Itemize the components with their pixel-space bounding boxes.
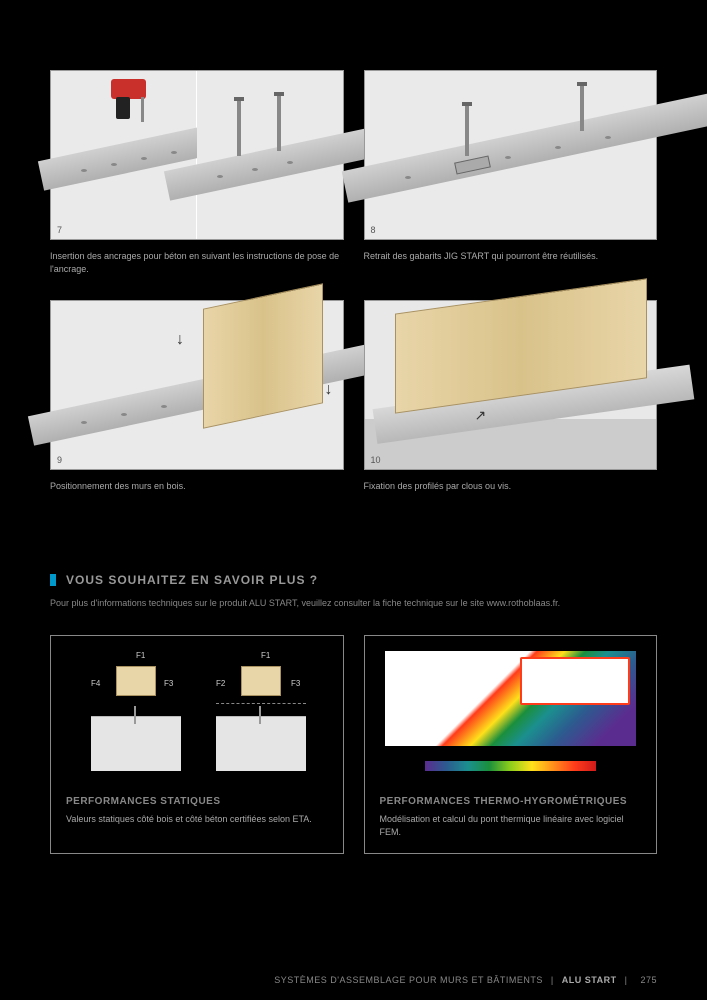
step-row-1: 7 Insertion des ancrages pour béton en s… xyxy=(50,70,657,275)
info-boxes-row: F1 F4 F3 F1 F2 F3 PERFORMANCES STATIQUES… xyxy=(50,635,657,854)
accent-bar xyxy=(50,574,56,586)
info-box-text: Modélisation et calcul du pont thermique… xyxy=(380,813,642,838)
drill-icon xyxy=(111,79,161,129)
page-content: 7 Insertion des ancrages pour béton en s… xyxy=(0,0,707,884)
step-9: ↓ ↓ 9 Positionnement des murs en bois. xyxy=(50,300,344,493)
section-title: VOUS SOUHAITEZ EN SAVOIR PLUS ? xyxy=(66,573,318,587)
step-caption: Positionnement des murs en bois. xyxy=(50,480,344,493)
step-caption: Fixation des profilés par clous ou vis. xyxy=(364,480,658,493)
footer-page-number: 275 xyxy=(640,975,657,985)
step-caption: Insertion des ancrages pour béton en sui… xyxy=(50,250,344,275)
step-7: 7 Insertion des ancrages pour béton en s… xyxy=(50,70,344,275)
section-intro: Pour plus d'informations techniques sur … xyxy=(50,597,657,611)
step-8: 8 Retrait des gabarits JIG START qui pou… xyxy=(364,70,658,275)
footer-product: ALU START xyxy=(562,975,617,985)
step-number: 8 xyxy=(371,225,376,235)
step-10-diagram: ↗ 10 xyxy=(364,300,658,470)
step-number: 7 xyxy=(57,225,62,235)
step-7-diagram: 7 xyxy=(50,70,344,240)
footer-section: SYSTÈMES D'ASSEMBLAGE POUR MURS ET BÂTIM… xyxy=(274,975,543,985)
wood-wall xyxy=(203,283,323,429)
info-box-title: PERFORMANCES STATIQUES xyxy=(66,796,328,807)
step-10: ↗ 10 Fixation des profilés par clous ou … xyxy=(364,300,658,493)
info-box-static: F1 F4 F3 F1 F2 F3 PERFORMANCES STATIQUES… xyxy=(50,635,344,854)
info-box-text: Valeurs statiques côté bois et côté béto… xyxy=(66,813,328,826)
info-box-title: PERFORMANCES THERMO-HYGROMÉTRIQUES xyxy=(380,796,642,807)
thermal-diagram xyxy=(380,651,642,781)
static-forces-diagram: F1 F4 F3 F1 F2 F3 xyxy=(66,651,328,781)
step-8-diagram: 8 xyxy=(364,70,658,240)
step-row-2: ↓ ↓ 9 Positionnement des murs en bois. ↗… xyxy=(50,300,657,493)
page-footer: SYSTÈMES D'ASSEMBLAGE POUR MURS ET BÂTIM… xyxy=(274,975,657,985)
step-number: 10 xyxy=(371,455,381,465)
color-scale-bar xyxy=(425,761,597,771)
step-9-diagram: ↓ ↓ 9 xyxy=(50,300,344,470)
step-number: 9 xyxy=(57,455,62,465)
section-header: VOUS SOUHAITEZ EN SAVOIR PLUS ? xyxy=(50,573,657,587)
info-box-thermal: PERFORMANCES THERMO-HYGROMÉTRIQUES Modél… xyxy=(364,635,658,854)
step-caption: Retrait des gabarits JIG START qui pourr… xyxy=(364,250,658,263)
